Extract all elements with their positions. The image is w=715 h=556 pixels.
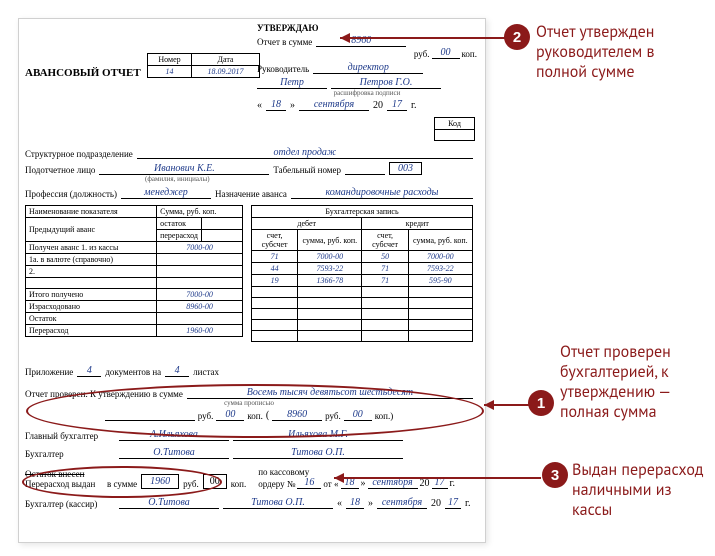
lt-r1b: перерасход <box>157 230 202 241</box>
lt-r6v: 8960-00 <box>157 301 243 313</box>
lt-r5v: 7000-00 <box>157 289 243 301</box>
rt-sh2a: сумма, руб. коп. <box>298 230 362 251</box>
pril-lbl: Приложение <box>25 367 73 377</box>
arrow-2 <box>330 28 510 48</box>
rt30: 19 <box>252 275 298 287</box>
date-year: 17 <box>387 99 407 111</box>
annotation-ellipse-1 <box>26 384 484 438</box>
b-lbl: Бухгалтер <box>25 449 115 459</box>
rt-h: Бухгалтерская запись <box>252 206 473 218</box>
expense-report-form: УТВЕРЖДАЮ Отчет в сумме 8960 руб. 00 коп… <box>18 18 486 543</box>
k-sig: О.Титова <box>119 497 219 509</box>
dept: отдел продаж <box>137 147 473 159</box>
kop-lbl: коп. <box>462 49 477 59</box>
annotation-badge-3: 3 <box>542 462 568 488</box>
rt-sh1b: счет, субсчет <box>362 230 408 251</box>
n1: 1 <box>537 395 545 412</box>
rt10: 71 <box>252 251 298 263</box>
leader-sig: Петр <box>257 77 327 89</box>
rt12: 50 <box>362 251 408 263</box>
person-lbl: Подотчетное лицо <box>25 165 95 175</box>
k-lbl: Бухгалтер (кассир) <box>25 499 115 509</box>
sig-caption: расшифровка подписи <box>257 89 477 97</box>
rt-cre: кредит <box>362 218 473 230</box>
lt-r7: Остаток <box>26 313 157 325</box>
lt-r5: Итого получено <box>26 289 157 301</box>
n2: 2 <box>513 29 521 46</box>
num-hdr: Номер <box>148 54 192 66</box>
lt-h2: Сумма, руб. коп. <box>157 206 243 218</box>
lt-r1: Предыдущий аванс <box>26 218 157 242</box>
annotation-ellipse-3 <box>22 466 222 498</box>
rt33: 595-90 <box>408 275 472 287</box>
annotation-badge-1: 1 <box>528 390 554 416</box>
ys: г. <box>411 100 416 111</box>
lt-r2: Получен аванс 1. из кассы <box>26 242 157 254</box>
rt22: 71 <box>362 263 408 275</box>
leader-role: директор <box>313 62 423 74</box>
rt20: 44 <box>252 263 298 275</box>
rt-sh2b: сумма, руб. коп. <box>408 230 472 251</box>
docs-lbl: документов на <box>105 367 161 377</box>
rub-lbl: руб. <box>414 49 430 59</box>
doc-num: 14 <box>148 66 192 78</box>
leader-name: Петров Г.О. <box>331 77 441 89</box>
fm2: сентября <box>377 497 427 509</box>
date-hdr: Дата <box>192 54 260 66</box>
k-name: Титова О.П. <box>223 497 333 509</box>
annotation-text-3: Выдан перерасход наличными из кассы <box>572 460 712 520</box>
sum-label: Отчет в сумме <box>257 37 312 47</box>
order-n: 16 <box>297 477 321 489</box>
annotation-badge-2: 2 <box>504 24 530 50</box>
prof-lbl: Профессия (должность) <box>25 189 117 199</box>
order-lbl: ордеру № <box>258 479 295 489</box>
form-title: АВАНСОВЫЙ ОТЧЕТ <box>25 67 141 79</box>
lt-r3: 1а. в валюте (справочно) <box>26 254 157 266</box>
lt-r8v: 1960-00 <box>157 325 243 337</box>
tabn: 003 <box>389 162 422 175</box>
date-month: сентября <box>299 99 369 111</box>
arrow-1 <box>476 395 536 415</box>
lt-r2v: 7000-00 <box>157 242 243 254</box>
kop4: коп. <box>231 479 246 489</box>
rt13: 7000-00 <box>408 251 472 263</box>
rt-deb: дебет <box>252 218 362 230</box>
date-day: 18 <box>266 99 286 111</box>
doc-date: 18.09.2017 <box>192 66 260 78</box>
prof: менеджер <box>121 187 211 199</box>
rt21: 7593-22 <box>298 263 362 275</box>
arrow-3 <box>326 468 546 488</box>
dept-lbl: Структурное подразделение <box>25 149 133 159</box>
nazn-lbl: Назначение аванса <box>215 189 287 199</box>
rt31: 1366-78 <box>298 275 362 287</box>
kod-hdr: Код <box>435 118 475 130</box>
lt-r6: Израсходовано <box>26 301 157 313</box>
b-sig: О.Титова <box>119 447 229 459</box>
b-name: Титова О.П. <box>233 447 403 459</box>
nazn: командировочные расходы <box>291 187 473 199</box>
fd2: 18 <box>346 497 364 509</box>
rt23: 7593-22 <box>408 263 472 275</box>
person: Иванович К.Е. <box>99 163 269 175</box>
leader-lbl: Руководитель <box>257 64 309 74</box>
lt-r8: Перерасход <box>26 325 157 337</box>
rt11: 7000-00 <box>298 251 362 263</box>
rub-val: 00 <box>432 47 460 59</box>
fy2: 17 <box>445 497 461 509</box>
sheets-lbl: листах <box>193 367 219 377</box>
rt-sh1a: счет, субсчет <box>252 230 298 251</box>
lt-h1: Наименование показателя <box>26 206 157 218</box>
annotation-text-1: Отчет проверен бухгалтерией, к утвержден… <box>560 342 710 422</box>
docs-n: 4 <box>165 365 189 377</box>
tabn-lbl: Табельный номер <box>273 165 341 175</box>
gb-lbl: Главный бухгалтер <box>25 431 115 441</box>
lt-r1a: остаток <box>157 218 202 229</box>
n3: 3 <box>551 467 559 484</box>
annotation-text-2: Отчет утвержден руководителем в полной с… <box>536 22 706 82</box>
lt-r4: 2. <box>26 266 157 278</box>
pril-n: 4 <box>77 365 101 377</box>
rt32: 71 <box>362 275 408 287</box>
yp: 20 <box>373 100 383 111</box>
